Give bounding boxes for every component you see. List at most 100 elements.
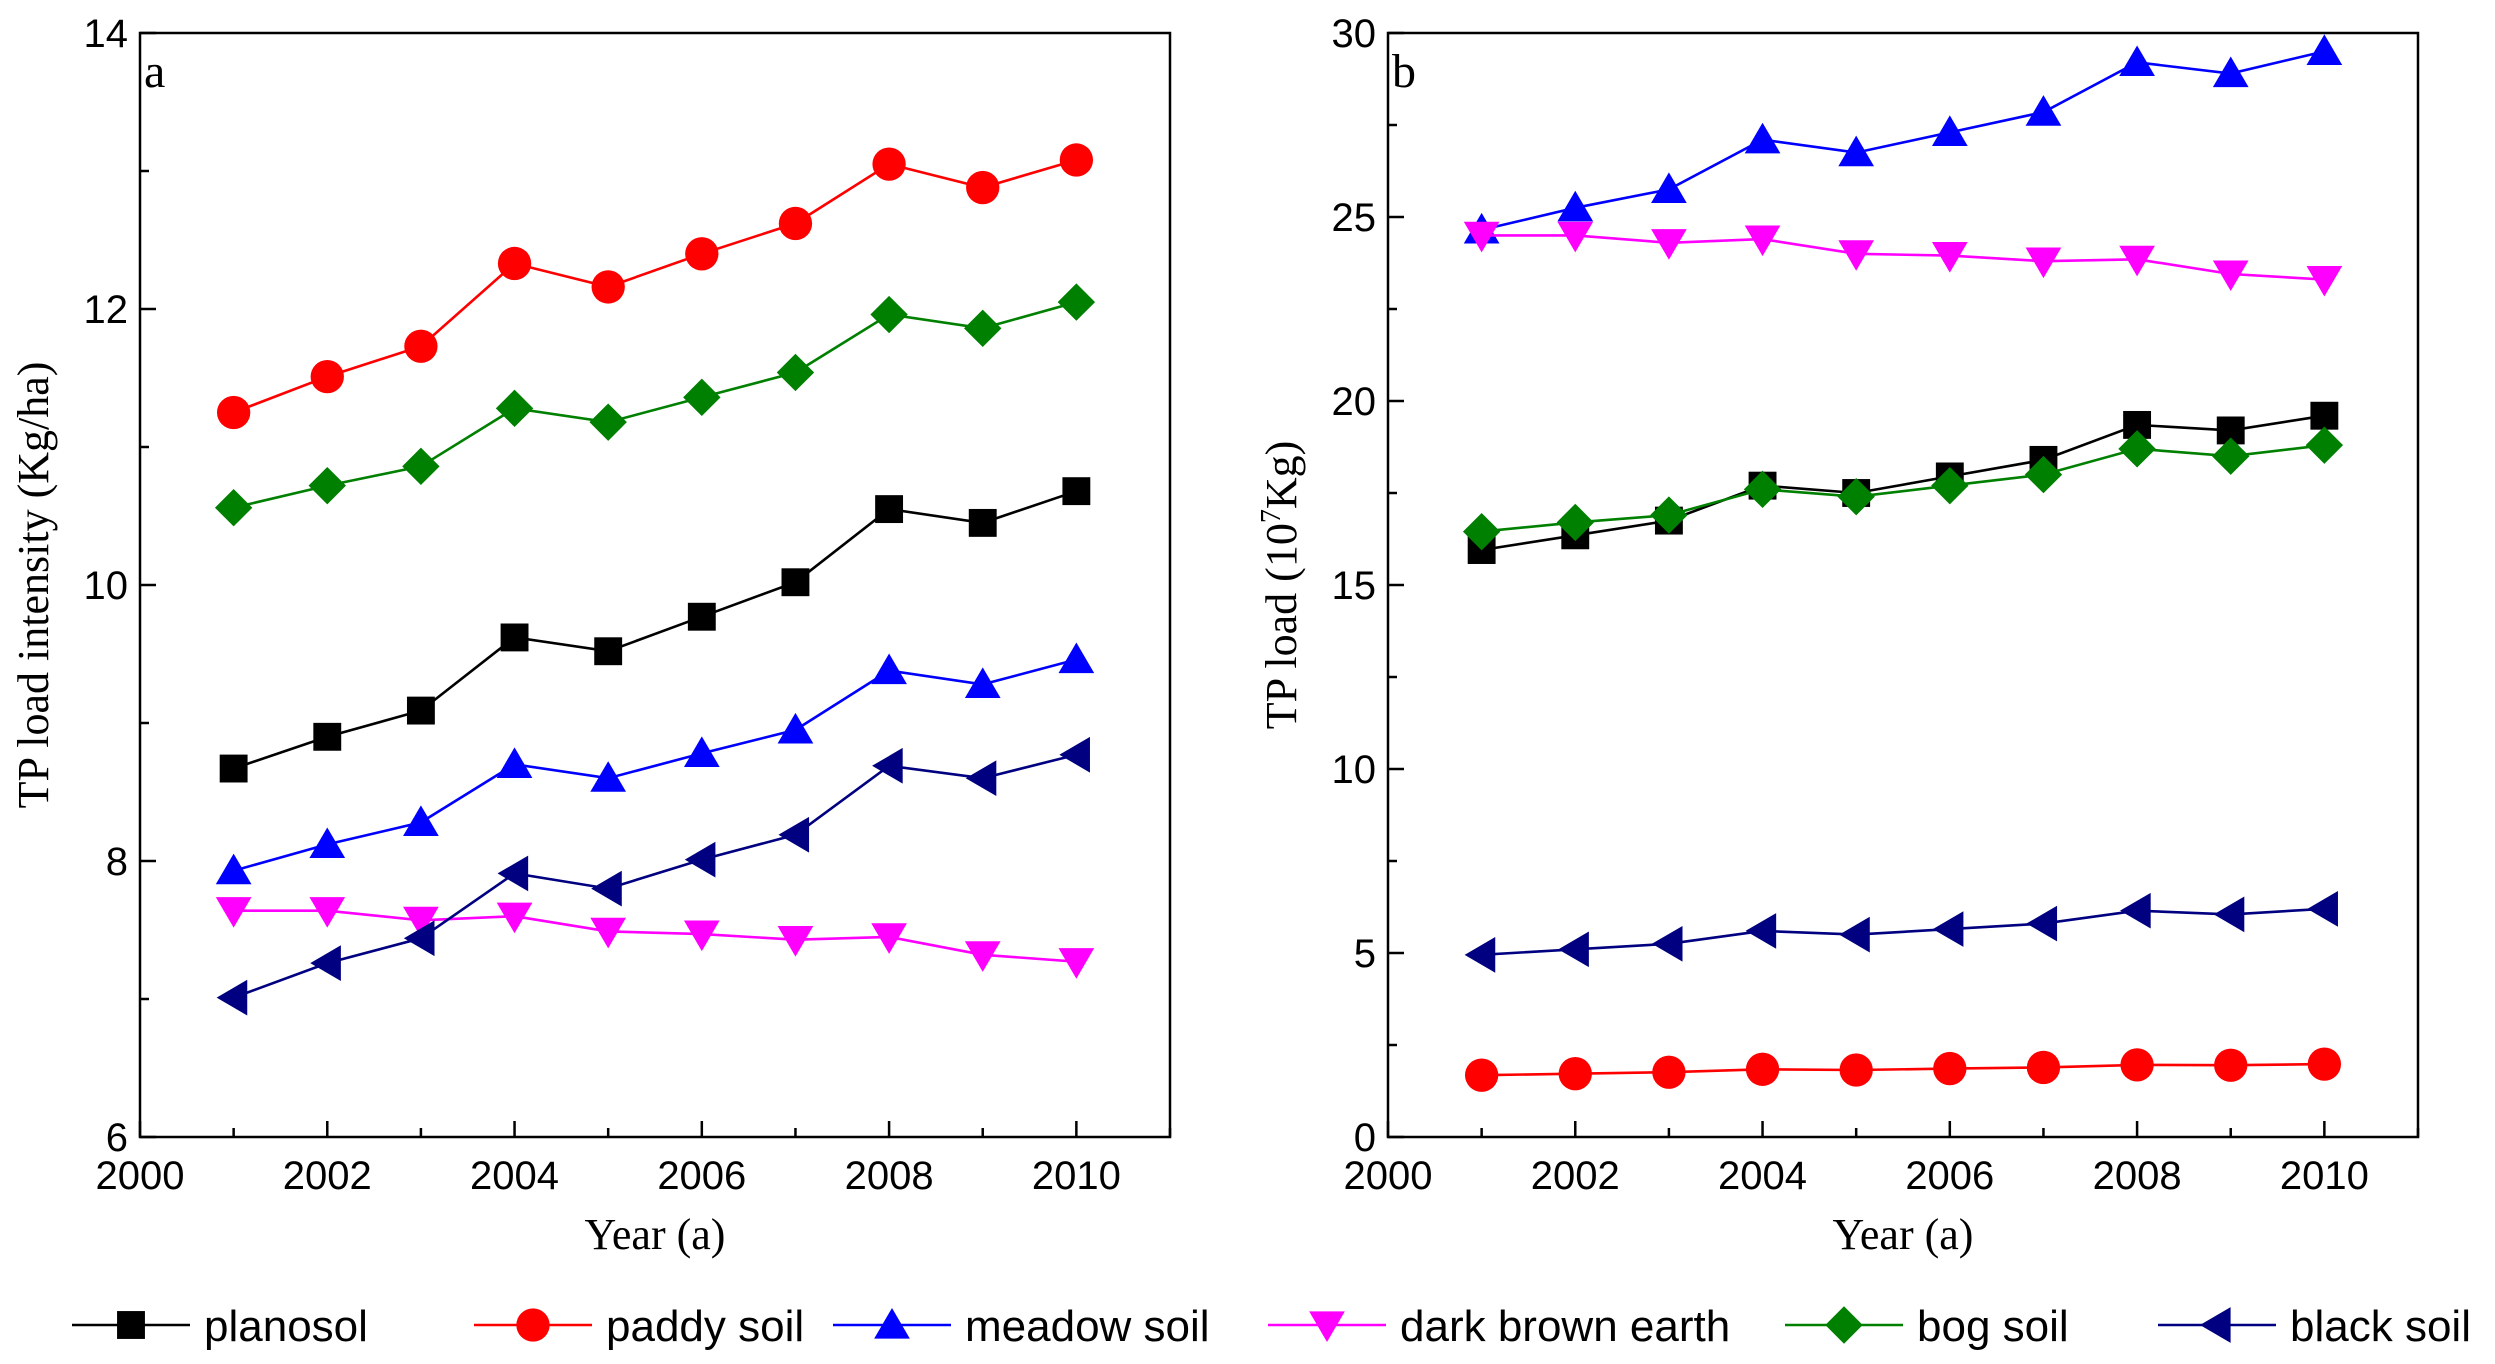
panel-b-point-black-soil-2008 [2120,892,2151,929]
panel-a-point-bog-soil-2010 [1057,283,1096,321]
legend-label-paddy-soil: paddy soil [606,1302,804,1351]
panel-b-point-dark-brown-earth-2003 [1651,229,1687,260]
panel-a-point-planosol-2002 [313,722,342,751]
panel-a-point-paddy-soil-2001 [216,395,251,430]
panel-a-x-tick-label-2008: 2008 [845,1154,934,1198]
panel-b-x-axis-title: Year (a) [1833,1210,1974,1259]
panel-a-point-dark-brown-earth-2009 [964,941,1001,972]
panel-b-point-planosol-2010 [2310,401,2339,430]
panel-a-line-paddy-soil [233,158,1077,414]
panel-b-point-paddy-soil-2002 [1558,1057,1592,1091]
panel-a-point-paddy-soil-2007 [778,206,813,241]
panel-b-point-dark-brown-earth-2001 [1463,221,1500,253]
panel-b-y-tick-label-5: 5 [1354,932,1376,976]
panel-b-point-dark-brown-earth-2006 [1931,242,1968,273]
panel-b-x-tick-label-2008: 2008 [2093,1154,2182,1198]
panel-a-point-paddy-soil-2010 [1059,143,1094,177]
panel-b-point-bog-soil-2008 [2118,430,2156,468]
panel-a-point-planosol-2003 [406,696,435,725]
panel-b-point-paddy-soil-2008 [2120,1048,2154,1082]
panel-b-point-black-soil-2010 [2307,890,2338,927]
panel-a-point-meadow-soil-2004 [496,747,533,778]
panel-a-point-bog-soil-2009 [964,309,1002,348]
legend-marker-meadow-soil [874,1308,910,1339]
legend-label-meadow-soil: meadow soil [965,1302,1210,1351]
panel-b-point-black-soil-2007 [2026,905,2058,942]
panel-a-point-black-soil-2003 [403,920,435,957]
panel-a-line-dark-brown-earth [233,909,1077,963]
legend-marker-dark-brown-earth [1309,1311,1345,1342]
panel-a-line-planosol [233,489,1077,770]
panel-a-y-tick-label-14: 14 [84,12,129,56]
panel-a-point-black-soil-2007 [778,816,810,853]
legend-label-black-soil: black soil [2290,1302,2471,1351]
panel-b-point-dark-brown-earth-2005 [1838,240,1875,271]
panel-a-point-meadow-soil-2002 [309,827,346,859]
panel-b-point-paddy-soil-2010 [2307,1047,2342,1081]
panel-b-y-tick-label-20: 20 [1332,380,1377,424]
legend-marker-planosol [117,1311,145,1339]
panel-b-point-bog-soil-2010 [2305,426,2344,464]
panel-a-line-black-soil [233,753,1077,999]
panel-b-x-tick-label-2010: 2010 [2280,1154,2369,1198]
panel-a-point-bog-soil-2002 [308,466,346,505]
panel-a-point-planosol-2001 [219,754,248,783]
panel-a-point-planosol-2007 [781,568,810,597]
panel-a-chart: 2000 2002 2004 2006 2008 2010 6 8 10 12 14 a Year (a… [9,12,1172,1259]
panel-a-point-meadow-soil-2010 [1058,642,1095,674]
panel-b-point-paddy-soil-2007 [2026,1050,2061,1085]
panel-b-point-bog-soil-2004 [1743,470,1782,509]
panel-a-point-dark-brown-earth-2007 [777,926,814,957]
legend-entry-meadow-soil: meadow soil [833,1302,1210,1351]
panel-b-point-black-soil-2003 [1651,925,1683,962]
panel-a-point-black-soil-2002 [310,945,341,981]
panel-b-x-tick-label-2004: 2004 [1718,1154,1807,1198]
panel-b-point-black-soil-2005 [1839,916,1870,953]
panel-a-letter: a [144,45,165,98]
legend: planosol paddy soil meadow soil dark brown … [72,1302,2471,1351]
panel-a-point-bog-soil-2007 [776,353,815,392]
panel-a-point-planosol-2004 [500,623,529,652]
legend-entry-dark-brown-earth: dark brown earth [1268,1302,1730,1351]
panel-a-point-meadow-soil-2006 [683,736,720,767]
panel-b-y-tick-label-15: 15 [1332,564,1377,608]
panel-b-x-tick-label-2006: 2006 [1905,1154,1994,1198]
panel-b-series-meadow-soil [1463,34,2343,244]
panel-b-point-dark-brown-earth-2007 [2025,247,2062,279]
panel-a-point-bog-soil-2005 [589,403,627,441]
legend-label-planosol: planosol [204,1302,368,1351]
legend-entry-black-soil: black soil [2158,1302,2471,1351]
legend-entry-bog-soil: bog soil [1785,1302,2069,1351]
panel-a-x-axis: 2000 2002 2004 2006 2008 2010 [96,1121,1172,1198]
panel-a-point-dark-brown-earth-2010 [1058,948,1095,979]
panel-a-y-tick-label-8: 8 [106,840,128,884]
panel-a-point-black-soil-2006 [684,841,716,878]
panel-b-point-black-soil-2006 [1932,911,1964,947]
panel-b-point-meadow-soil-2004 [1744,122,1781,154]
panel-a-point-black-soil-2004 [497,855,529,892]
panel-a-point-dark-brown-earth-2008 [871,923,907,954]
legend-marker-paddy-soil [516,1308,550,1342]
panel-b-point-black-soil-2004 [1745,913,1777,949]
panel-b-point-dark-brown-earth-2009 [2212,260,2249,292]
panel-b-line-meadow-soil [1481,50,2325,232]
panel-b-x-tick-label-2000: 2000 [1344,1154,1433,1198]
panel-a-point-paddy-soil-2009 [966,170,1000,205]
panel-b-line-paddy-soil [1481,1062,2325,1077]
panel-b-point-bog-soil-2002 [1556,503,1594,542]
panel-a-point-black-soil-2001 [216,979,248,1016]
panel-a-point-meadow-soil-2007 [777,712,814,744]
panel-a-point-planosol-2010 [1062,477,1091,506]
panel-b-line-bog-soil [1481,443,2325,533]
panel-b-y-tick-label-0: 0 [1354,1116,1376,1160]
panel-a-x-tick-label-2000: 2000 [96,1154,185,1198]
panel-b-line-black-soil [1481,907,2325,957]
panel-b-y-axis: 0 5 10 15 20 25 30 [1332,12,1404,1160]
panel-a-point-bog-soil-2004 [495,389,534,428]
legend-label-bog-soil: bog soil [1917,1302,2069,1351]
panel-a-point-dark-brown-earth-2003 [403,906,439,938]
panel-a-point-paddy-soil-2005 [591,270,625,304]
panel-a-series-dark-brown-earth [215,897,1095,979]
panel-a-point-bog-soil-2006 [683,378,721,417]
panel-a-series-paddy-soil [216,143,1094,430]
